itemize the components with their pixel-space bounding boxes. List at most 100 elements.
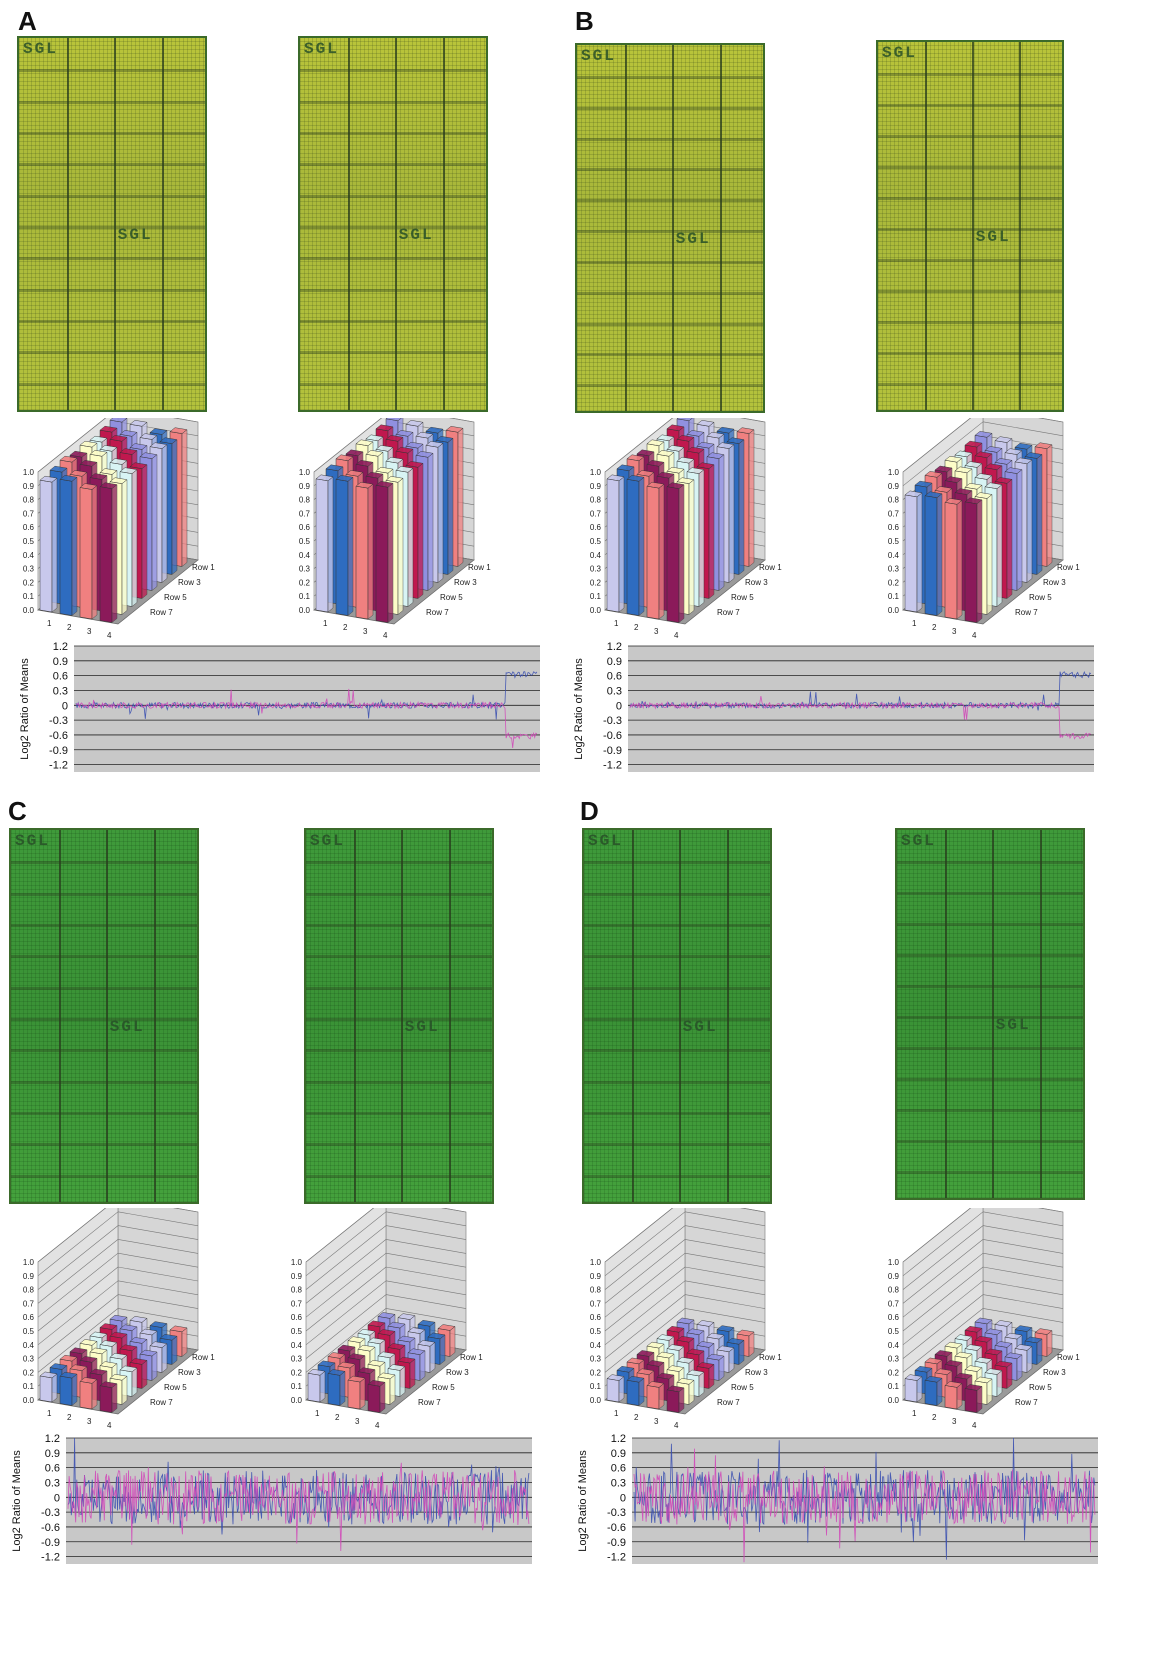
panel-letter-c: C: [8, 796, 27, 826]
y-tick-label: 0.8: [590, 496, 602, 505]
plot-background: [74, 646, 540, 772]
bar-top: [109, 1331, 128, 1339]
bar-top: [1004, 467, 1023, 474]
bar-top: [666, 1325, 685, 1333]
y-tick-label: 0.9: [45, 1448, 60, 1460]
y-tick-label: -0.3: [603, 715, 622, 727]
row-label: Row 3: [745, 578, 768, 587]
bar: [347, 1379, 361, 1410]
y-tick-label: 0.9: [23, 1272, 35, 1281]
bar-top: [974, 451, 993, 458]
bar-top: [656, 1334, 675, 1341]
bar-top: [1034, 1328, 1053, 1335]
bar-side: [916, 492, 923, 613]
bar-top: [646, 439, 665, 447]
bar-side: [91, 1378, 98, 1410]
y-tick-label: 0: [616, 700, 622, 712]
bar-top: [656, 471, 675, 479]
row-label: Row 7: [426, 608, 449, 617]
bar-top: [397, 1313, 416, 1320]
row-label: Row 1: [192, 563, 215, 572]
array-logo: SGL: [675, 230, 711, 248]
bar-top: [964, 482, 983, 490]
bar-top: [904, 1374, 923, 1381]
array-logo: SGL: [398, 226, 434, 244]
y-tick-label: 0.7: [888, 1299, 900, 1308]
y-tick-label: 0.7: [291, 1299, 303, 1308]
bar-side: [319, 1370, 326, 1403]
y-tick-label: 0.9: [888, 1272, 900, 1281]
bar-top: [327, 1369, 346, 1376]
bar-top: [437, 1324, 456, 1331]
y-tick-label: 0.6: [53, 671, 68, 683]
row-label: Row 1: [1057, 1353, 1080, 1362]
bar-top: [974, 1376, 993, 1384]
y-tick-label: 0.0: [590, 1396, 602, 1405]
bar: [646, 485, 660, 620]
bar: [59, 1375, 73, 1406]
bar-top: [676, 1378, 695, 1385]
y-tick-label: -0.6: [607, 1522, 626, 1534]
bar-top: [367, 1359, 386, 1367]
y-tick-label: 0.2: [23, 578, 35, 587]
bar-side: [387, 482, 394, 624]
array-logo: SGL: [117, 226, 153, 244]
bar-top: [656, 1351, 675, 1359]
x-tick-label: 2: [343, 623, 348, 632]
bar-top: [736, 1329, 755, 1337]
bar-side: [437, 442, 444, 584]
bar: [39, 1375, 53, 1403]
bar-top: [686, 467, 705, 474]
x-tick-label: 4: [972, 1421, 977, 1428]
bar: [335, 478, 349, 616]
y-tick-label: 0.3: [888, 565, 900, 574]
bar-top: [666, 1344, 685, 1351]
y-tick-label: 0.7: [23, 1299, 35, 1308]
y-tick-label: 0.2: [23, 1368, 35, 1377]
bar-top: [139, 433, 158, 440]
y-tick-label: 0.6: [291, 1313, 303, 1322]
microarray-image: SGL SGL: [876, 40, 1064, 412]
y-tick-label: 0.2: [299, 578, 311, 587]
y-tick-label: 0.5: [888, 537, 900, 546]
bar-top: [377, 1312, 396, 1319]
bar-side: [389, 1374, 396, 1406]
x-tick-label: 2: [335, 1413, 340, 1422]
bar-top: [387, 1364, 406, 1371]
y-tick-label: 0.6: [611, 1463, 626, 1475]
row-label: Row 3: [1043, 578, 1066, 587]
bar-top: [636, 449, 655, 457]
bar-top: [924, 491, 943, 498]
bar-top: [984, 1368, 1003, 1375]
bar-side: [1026, 459, 1033, 584]
row-label: Row 1: [759, 563, 782, 572]
bar-top: [984, 446, 1003, 453]
bar-top: [944, 455, 963, 463]
y-tick-label: 0.4: [291, 1341, 303, 1350]
bar-top: [347, 1336, 366, 1343]
x-tick-label: 1: [614, 1409, 619, 1418]
bar-top: [149, 442, 168, 449]
bar-top: [365, 449, 384, 457]
bar-side: [447, 437, 454, 576]
x-tick-label: 2: [67, 1413, 72, 1422]
bar-top: [149, 1341, 168, 1348]
bar-side: [1046, 444, 1053, 568]
y-tick-label: 0.3: [45, 1477, 60, 1489]
bar-top: [395, 446, 414, 454]
bar-side: [1026, 1345, 1033, 1374]
bar-top: [626, 475, 645, 482]
bar-top: [99, 1340, 118, 1347]
bar-top: [89, 473, 108, 480]
bar-top: [736, 427, 755, 434]
bar-top: [676, 1335, 695, 1343]
plot-background: [628, 646, 1094, 772]
bar-top: [375, 480, 394, 488]
bar-top: [706, 452, 725, 459]
bar-top: [964, 1325, 983, 1333]
bar-side: [956, 499, 963, 620]
bar-side: [327, 476, 334, 613]
y-tick-label: 0.2: [888, 1368, 900, 1377]
y-tick-label: 0.3: [299, 565, 311, 574]
y-tick-label: 0.4: [23, 1341, 35, 1350]
